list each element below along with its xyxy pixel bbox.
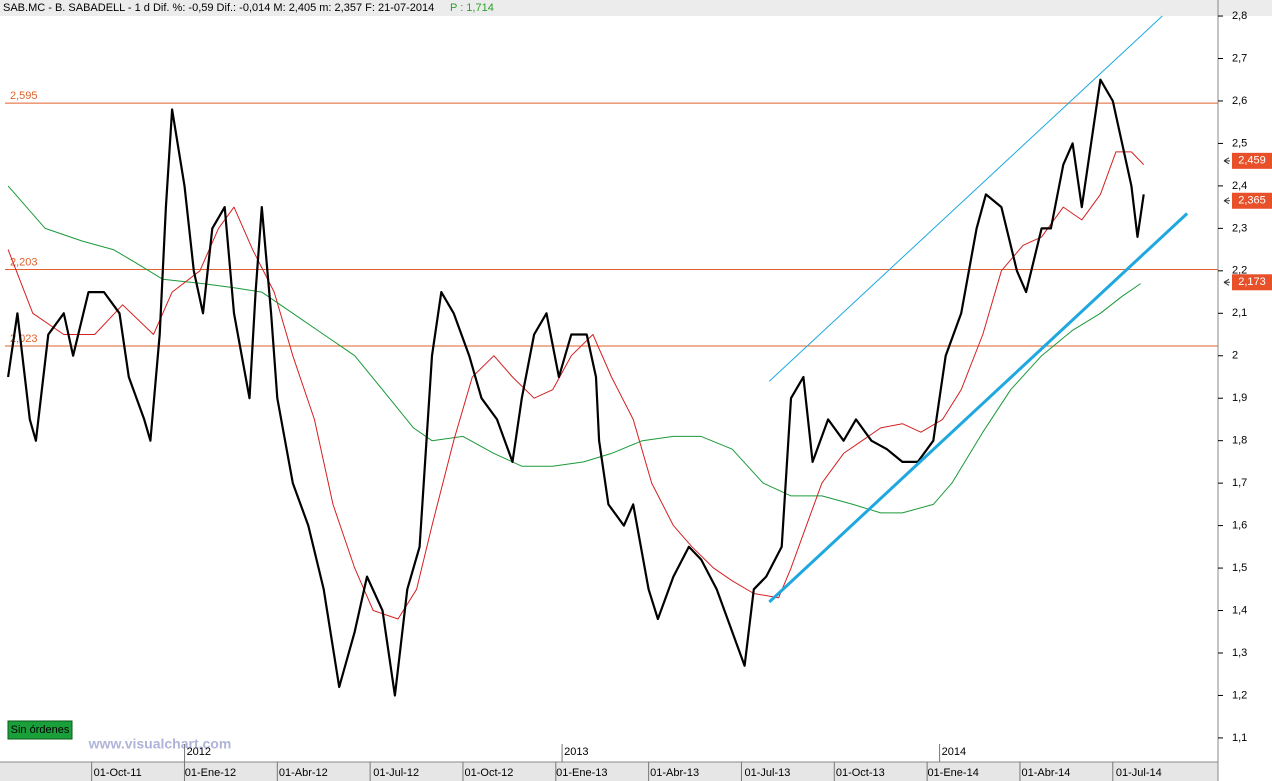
level-label: 2,023 — [10, 333, 38, 345]
year-label: 2012 — [187, 746, 211, 758]
y-tick-label: 1,3 — [1232, 647, 1247, 659]
header-title: SAB.MC - B. SABADELL - 1 d Dif. %: -0,59… — [3, 2, 434, 14]
x-tick-label: 01-Oct-12 — [465, 767, 514, 779]
header-bar — [0, 0, 1272, 16]
price-tag — [1232, 152, 1272, 169]
y-tick-label: 2,2 — [1232, 265, 1247, 277]
series-line — [768, 15, 1163, 382]
price-arrow — [1223, 197, 1230, 205]
y-tick-label: 1,5 — [1232, 562, 1247, 574]
x-tick-label: 01-Ene-14 — [927, 767, 978, 779]
level-label: 2,595 — [10, 90, 38, 102]
status-text: Sin órdenes — [11, 724, 70, 736]
x-tick-label: 01-Oct-11 — [94, 767, 142, 779]
price-tag-label: 2,365 — [1238, 195, 1266, 207]
y-tick-label: 1,1 — [1232, 732, 1247, 744]
price-arrow — [1223, 278, 1230, 286]
x-tick-label: 01-Jul-12 — [373, 767, 419, 779]
x-tick-label: 01-Ene-13 — [556, 767, 607, 779]
status-box — [7, 720, 73, 740]
watermark: www.visualchart.com — [88, 736, 232, 752]
price-tag — [1232, 274, 1272, 291]
header-last: P : 1,714 — [450, 2, 494, 14]
y-tick-label: 2,7 — [1232, 52, 1247, 64]
y-tick-label: 1,7 — [1232, 477, 1247, 489]
series-line — [768, 212, 1189, 604]
y-tick-label: 1,2 — [1232, 689, 1247, 701]
x-tick-label: 01-Abr-13 — [650, 767, 699, 779]
y-tick-label: 1,4 — [1232, 604, 1247, 616]
level-label: 2,203 — [10, 256, 38, 268]
y-tick-label: 2,6 — [1232, 95, 1247, 107]
y-tick-label: 2,3 — [1232, 222, 1247, 234]
series-line — [7, 185, 1141, 514]
y-tick-label: 1,8 — [1232, 435, 1247, 447]
y-tick-label: 2,5 — [1232, 137, 1247, 149]
x-axis-bar — [0, 762, 1218, 781]
series-line — [7, 78, 1145, 697]
x-tick-label: 01-Abr-12 — [279, 767, 328, 779]
x-tick-label: 01-Oct-13 — [836, 767, 885, 779]
y-tick-label: 2,1 — [1232, 307, 1247, 319]
y-tick-label: 2,4 — [1232, 180, 1247, 192]
series-line — [7, 151, 1145, 620]
year-label: 2013 — [564, 746, 588, 758]
price-tag-label: 2,173 — [1238, 276, 1266, 288]
y-tick-label: 1,9 — [1232, 392, 1247, 404]
y-tick-label: 2 — [1232, 350, 1238, 362]
x-tick-label: 01-Jul-13 — [745, 767, 791, 779]
year-label: 2014 — [942, 746, 966, 758]
y-tick-label: 2,8 — [1232, 10, 1247, 22]
price-tag — [1232, 192, 1272, 209]
price-tag-label: 2,459 — [1238, 155, 1266, 167]
x-tick-label: 01-Ene-12 — [185, 767, 236, 779]
y-tick-label: 1,6 — [1232, 520, 1247, 532]
x-tick-label: 01-Jul-14 — [1116, 767, 1162, 779]
x-tick-label: 01-Abr-14 — [1021, 767, 1070, 779]
price-arrow — [1223, 157, 1230, 165]
